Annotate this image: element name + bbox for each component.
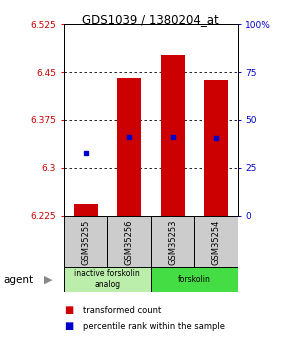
Text: ■: ■: [64, 306, 73, 315]
Text: transformed count: transformed count: [83, 306, 161, 315]
Bar: [117, 78, 141, 216]
Text: GSM35253: GSM35253: [168, 219, 177, 265]
Bar: [151, 267, 238, 292]
Bar: [107, 216, 151, 267]
Text: agent: agent: [3, 275, 33, 285]
Bar: [194, 216, 238, 267]
Text: GSM35254: GSM35254: [211, 219, 221, 265]
Text: GSM35255: GSM35255: [81, 219, 90, 265]
Bar: [64, 267, 151, 292]
Text: forskolin: forskolin: [178, 275, 211, 284]
Text: ▶: ▶: [44, 275, 52, 285]
Text: GSM35256: GSM35256: [124, 219, 134, 265]
Text: ■: ■: [64, 321, 73, 331]
Bar: [161, 55, 184, 216]
Bar: [64, 216, 107, 267]
Bar: [204, 80, 228, 216]
Text: inactive forskolin
analog: inactive forskolin analog: [75, 269, 140, 289]
Bar: [151, 216, 194, 267]
Bar: [74, 204, 97, 216]
Text: percentile rank within the sample: percentile rank within the sample: [83, 322, 225, 331]
Text: GDS1039 / 1380204_at: GDS1039 / 1380204_at: [82, 13, 219, 26]
